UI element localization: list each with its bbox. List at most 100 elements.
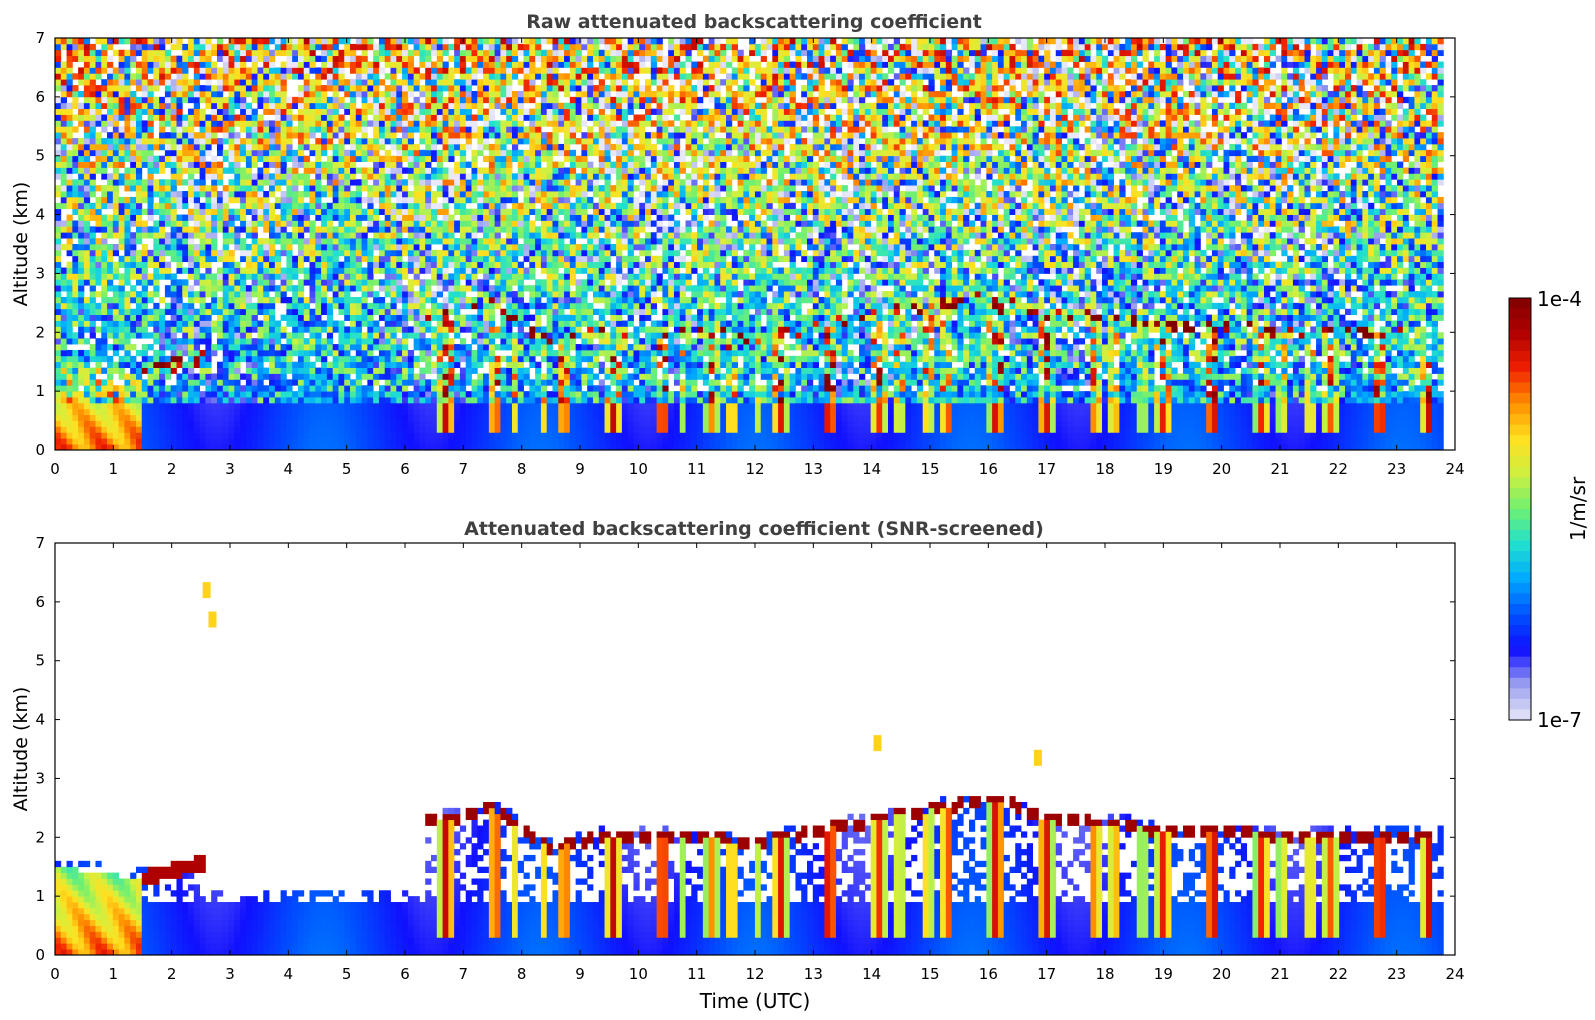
heatmap-cell xyxy=(216,108,224,115)
heatmap-cell xyxy=(205,379,212,386)
heatmap-cell xyxy=(274,379,281,386)
heatmap-cell xyxy=(280,361,287,368)
heatmap-cell xyxy=(280,326,287,333)
heatmap-cell xyxy=(378,108,386,115)
heatmap-cell xyxy=(245,202,253,210)
heatmap-cell xyxy=(378,49,386,57)
heatmap-cell xyxy=(338,167,345,174)
heatmap-cell xyxy=(153,114,160,121)
heatmap-cell xyxy=(251,161,258,168)
heatmap-cell xyxy=(500,273,507,280)
heatmap-cell xyxy=(303,438,310,445)
heatmap-cell xyxy=(309,414,316,421)
heatmap-cell xyxy=(442,120,449,127)
heatmap-cell xyxy=(199,379,206,386)
heatmap-cell xyxy=(286,332,293,339)
heatmap-cell xyxy=(205,279,212,286)
heatmap-cell xyxy=(107,179,114,186)
heatmap-cell xyxy=(60,173,67,180)
heatmap-cell xyxy=(407,326,415,333)
heatmap-cell xyxy=(199,326,206,333)
heatmap-cell xyxy=(245,308,253,316)
heatmap-cell xyxy=(436,43,443,51)
heatmap-cell xyxy=(419,232,426,239)
heatmap-cell xyxy=(292,391,299,398)
heatmap-cell xyxy=(135,332,143,339)
heatmap-cell xyxy=(101,85,108,92)
heatmap-cell xyxy=(89,79,96,86)
heatmap-cell xyxy=(332,132,339,139)
heatmap-cell xyxy=(367,191,374,198)
heatmap-cell xyxy=(384,367,391,374)
heatmap-cell xyxy=(297,143,305,151)
heatmap-cell xyxy=(216,432,224,439)
heatmap-cell xyxy=(448,96,455,104)
heatmap-cell xyxy=(436,185,443,192)
heatmap-cell xyxy=(257,373,264,380)
heatmap-cell xyxy=(222,79,229,86)
heatmap-cell xyxy=(344,85,351,92)
heatmap-cell xyxy=(477,132,484,139)
heatmap-cell xyxy=(506,367,513,374)
heatmap-cell xyxy=(367,438,374,445)
heatmap-cell xyxy=(292,185,299,192)
heatmap-cell xyxy=(234,273,241,280)
heatmap-cell xyxy=(355,296,362,304)
heatmap-cell xyxy=(141,179,148,186)
heatmap-cell xyxy=(326,373,334,380)
heatmap-cell xyxy=(367,38,374,45)
heatmap-cell xyxy=(176,226,183,233)
heatmap-cell xyxy=(216,326,224,333)
heatmap-cell xyxy=(396,391,403,398)
heatmap-cell xyxy=(488,143,496,151)
heatmap-cell xyxy=(419,438,426,445)
heatmap-cell xyxy=(321,420,328,427)
heatmap-cell xyxy=(228,379,235,386)
heatmap-cell xyxy=(355,402,362,410)
heatmap-cell xyxy=(245,185,253,192)
heatmap-cell xyxy=(413,202,420,210)
heatmap-cell xyxy=(396,397,403,404)
heatmap-cell xyxy=(373,67,380,74)
heatmap-cell xyxy=(107,344,114,351)
heatmap-cell xyxy=(419,161,426,168)
heatmap-cell xyxy=(257,426,264,433)
heatmap-cell xyxy=(135,432,143,439)
heatmap-cell xyxy=(66,326,73,333)
heatmap-cell xyxy=(234,79,241,86)
heatmap-cell xyxy=(60,191,67,198)
heatmap-cell xyxy=(257,244,264,251)
heatmap-cell xyxy=(55,55,62,62)
heatmap-cell xyxy=(211,220,218,227)
heatmap-cell xyxy=(396,326,403,333)
heatmap-cell xyxy=(193,397,201,404)
heatmap-cell xyxy=(130,214,137,221)
heatmap-cell xyxy=(378,208,386,215)
heatmap-cell xyxy=(72,161,79,168)
heatmap-cell xyxy=(228,38,235,45)
heatmap-cell xyxy=(378,296,386,304)
heatmap-cell xyxy=(78,320,85,327)
heatmap-cell xyxy=(55,43,62,51)
heatmap-cell xyxy=(286,402,293,410)
heatmap-cell xyxy=(130,167,137,174)
heatmap-cell xyxy=(222,155,229,162)
heatmap-cell xyxy=(147,173,154,180)
heatmap-cell xyxy=(263,420,270,427)
heatmap-cell xyxy=(251,279,258,286)
heatmap-cell xyxy=(164,232,172,239)
heatmap-cell xyxy=(240,85,247,92)
heatmap-cell xyxy=(83,138,91,145)
heatmap-cell xyxy=(78,285,85,292)
heatmap-cell xyxy=(402,96,409,104)
heatmap-cell xyxy=(251,397,258,404)
heatmap-cell xyxy=(135,185,143,192)
heatmap-cell xyxy=(471,238,478,245)
heatmap-cell xyxy=(494,249,501,257)
heatmap-cell xyxy=(436,208,443,215)
heatmap-cell xyxy=(436,367,443,374)
heatmap-cell xyxy=(442,208,449,215)
heatmap-cell xyxy=(141,126,148,133)
heatmap-cell xyxy=(228,391,235,398)
heatmap-cell xyxy=(396,379,403,386)
